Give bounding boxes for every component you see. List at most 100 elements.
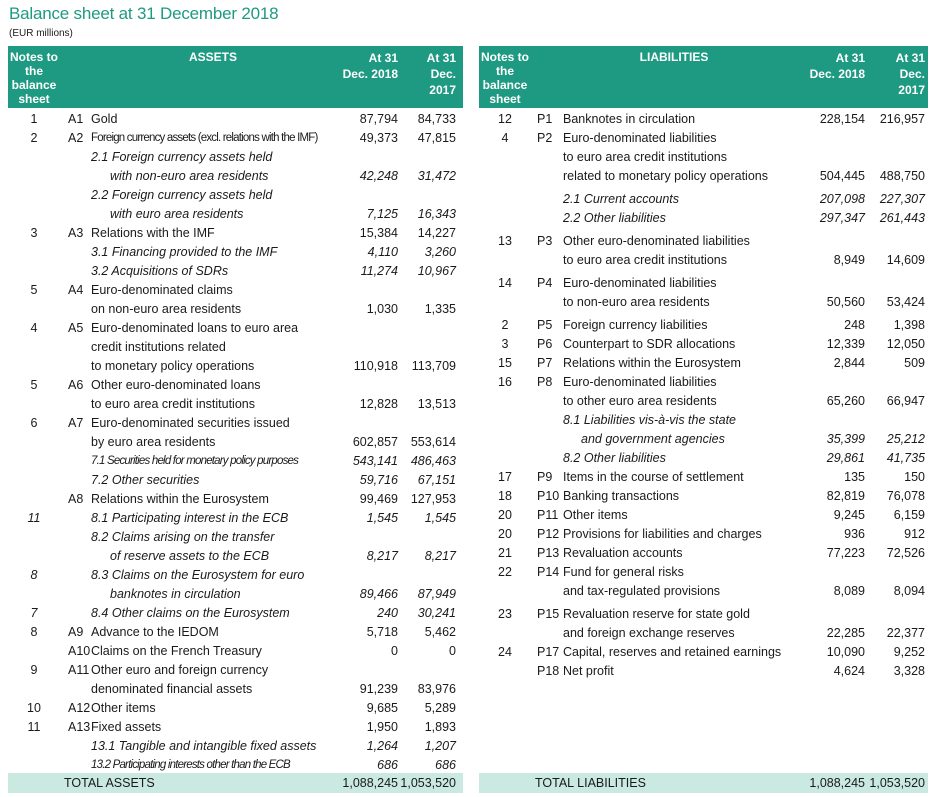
item-label: Items in the course of settlement bbox=[563, 470, 744, 484]
item-label: Relations with the IMF bbox=[91, 226, 215, 240]
value-2017: 76,078 bbox=[886, 489, 925, 503]
item-code: P12 bbox=[537, 527, 560, 541]
item-code: A11 bbox=[68, 663, 90, 677]
table-row: 13.1 Tangible and intangible fixed asset… bbox=[8, 737, 463, 756]
table-row: to euro area credit institutions 12,828 13… bbox=[8, 395, 463, 414]
table-row: and foreign exchange reserves 22,285 22,37… bbox=[479, 624, 928, 643]
table-row: with euro area residents 7,125 16,343 bbox=[8, 205, 463, 224]
table-row: 5 A4 Euro-denominated claims bbox=[8, 281, 463, 300]
item-label: Revaluation reserve for state gold bbox=[563, 607, 750, 621]
item-code: A2 bbox=[68, 131, 84, 145]
item-label: and tax-regulated provisions bbox=[563, 584, 721, 598]
value-2018: 543,141 bbox=[352, 454, 398, 468]
note-ref: 2 bbox=[30, 131, 38, 145]
value-2018: 12,828 bbox=[359, 397, 398, 411]
item-label: Banking transactions bbox=[563, 489, 680, 503]
item-label: Euro-denominated loans to euro area bbox=[91, 321, 299, 335]
value-2018: 29,861 bbox=[826, 451, 865, 465]
value-2018: 22,285 bbox=[826, 626, 865, 640]
item-label: 8.2 Claims arising on the transfer bbox=[91, 530, 275, 544]
value-2017: 53,424 bbox=[886, 295, 925, 309]
item-label: 13.2 Participating interests other than … bbox=[91, 759, 291, 771]
table-row: P18 Net profit 4,624 3,328 bbox=[479, 662, 928, 681]
table-row: by euro area residents 602,857 553,614 bbox=[8, 433, 463, 452]
table-row: 8.1 Liabilities vis-à-vis the state bbox=[479, 411, 928, 430]
value-2017: 3,328 bbox=[893, 664, 925, 678]
item-label: 13.1 Tangible and intangible fixed asset… bbox=[91, 739, 317, 753]
item-label: to monetary policy operations bbox=[91, 359, 255, 373]
value-2018: 4,110 bbox=[367, 245, 398, 259]
item-code: A7 bbox=[68, 416, 84, 430]
value-2017: 0 bbox=[449, 644, 456, 658]
value-2017: 41,735 bbox=[886, 451, 925, 465]
note-ref: 9 bbox=[30, 663, 38, 677]
item-code: P4 bbox=[537, 276, 553, 290]
table-row: 2.1 Foreign currency assets held bbox=[8, 148, 463, 167]
value-2018: 936 bbox=[844, 527, 865, 541]
item-label: Foreign currency liabilities bbox=[563, 318, 708, 332]
note-ref: 14 bbox=[498, 276, 512, 290]
item-label: and government agencies bbox=[581, 432, 725, 446]
item-code: P11 bbox=[537, 508, 559, 522]
value-2017: 5,462 bbox=[424, 625, 456, 639]
value-2018: 35,399 bbox=[826, 432, 865, 446]
value-2018: 1,950 bbox=[366, 720, 398, 734]
value-2018: 9,685 bbox=[366, 701, 398, 715]
item-label: and foreign exchange reserves bbox=[563, 626, 735, 640]
note-ref: 11 bbox=[27, 511, 41, 525]
table-row: 14 P4 Euro-denominated liabilities bbox=[479, 270, 928, 293]
value-2017: 83,976 bbox=[417, 682, 456, 696]
note-ref: 2 bbox=[501, 318, 509, 332]
table-row: 4 P2 Euro-denominated liabilities bbox=[479, 129, 928, 148]
value-2018: 91,239 bbox=[359, 682, 398, 696]
value-2017: 488,750 bbox=[879, 169, 925, 183]
value-2017: 72,526 bbox=[886, 546, 925, 560]
value-2018: 2,844 bbox=[833, 356, 865, 370]
value-2017: 686 bbox=[435, 758, 456, 772]
table-row: and government agencies 35,399 25,212 bbox=[479, 430, 928, 449]
assets-section-header: ASSETS bbox=[188, 50, 237, 64]
item-label: Foreign currency assets (excl. relations… bbox=[91, 132, 318, 144]
value-2018: 99,469 bbox=[359, 492, 398, 506]
note-ref: 18 bbox=[498, 489, 512, 503]
table-row: 13 P3 Other euro-denominated liabilities bbox=[479, 228, 928, 251]
table-row: 24 P17 Capital, reserves and retained earn… bbox=[479, 643, 928, 662]
table-row: 7.1 Securities held for monetary policy … bbox=[8, 452, 463, 471]
table-row: 23 P15 Revaluation reserve for state gold bbox=[479, 601, 928, 624]
item-label: to euro area credit institutions bbox=[91, 397, 255, 411]
item-label: 2.2 Foreign currency assets held bbox=[91, 188, 273, 202]
item-label: Euro-denominated liabilities bbox=[563, 131, 717, 145]
item-code: P5 bbox=[537, 318, 553, 332]
item-label: 8.2 Other liabilities bbox=[563, 451, 666, 465]
table-row: on non-euro area residents 1,030 1,335 bbox=[8, 300, 463, 319]
item-code: P2 bbox=[537, 131, 553, 145]
item-label: to non-euro area residents bbox=[563, 295, 710, 309]
value-2017: 12,050 bbox=[886, 337, 925, 351]
value-2018: 42,248 bbox=[359, 169, 398, 183]
value-2017: 8,217 bbox=[424, 549, 456, 563]
total-liabilities-row: TOTAL LIABILITIES 1,088,245 1,053,520 bbox=[479, 773, 928, 793]
value-2017: 150 bbox=[904, 470, 925, 484]
item-code: A1 bbox=[68, 112, 84, 126]
note-ref: 8 bbox=[30, 568, 38, 582]
total-assets-label: TOTAL ASSETS bbox=[64, 776, 155, 790]
value-2017: 10,967 bbox=[417, 264, 456, 278]
item-label: of reserve assets to the ECB bbox=[110, 549, 270, 563]
item-label: 8.1 Liabilities vis-à-vis the state bbox=[563, 413, 736, 427]
item-label: Capital, reserves and retained earnings bbox=[563, 645, 782, 659]
value-2017: 67,151 bbox=[417, 473, 456, 487]
note-ref: 5 bbox=[30, 283, 38, 297]
table-row: 7 8.4 Other claims on the Eurosystem 240 30… bbox=[8, 604, 463, 623]
table-row: 3 P6 Counterpart to SDR allocations 12,339 1… bbox=[479, 335, 928, 354]
value-2017: 87,949 bbox=[417, 587, 456, 601]
value-2018: 49,373 bbox=[359, 131, 398, 145]
item-label: banknotes in circulation bbox=[110, 587, 241, 601]
note-ref: 21 bbox=[498, 546, 512, 560]
item-code: P18 bbox=[537, 664, 560, 678]
table-row: 2 A2 Foreign currency assets (excl. relati… bbox=[8, 129, 463, 148]
value-2018: 110,918 bbox=[353, 359, 398, 373]
value-2017: 25,212 bbox=[886, 432, 925, 446]
total-liabilities-label: TOTAL LIABILITIES bbox=[535, 776, 646, 790]
value-2017: 3,260 bbox=[424, 245, 456, 259]
item-label: Gold bbox=[91, 112, 118, 126]
